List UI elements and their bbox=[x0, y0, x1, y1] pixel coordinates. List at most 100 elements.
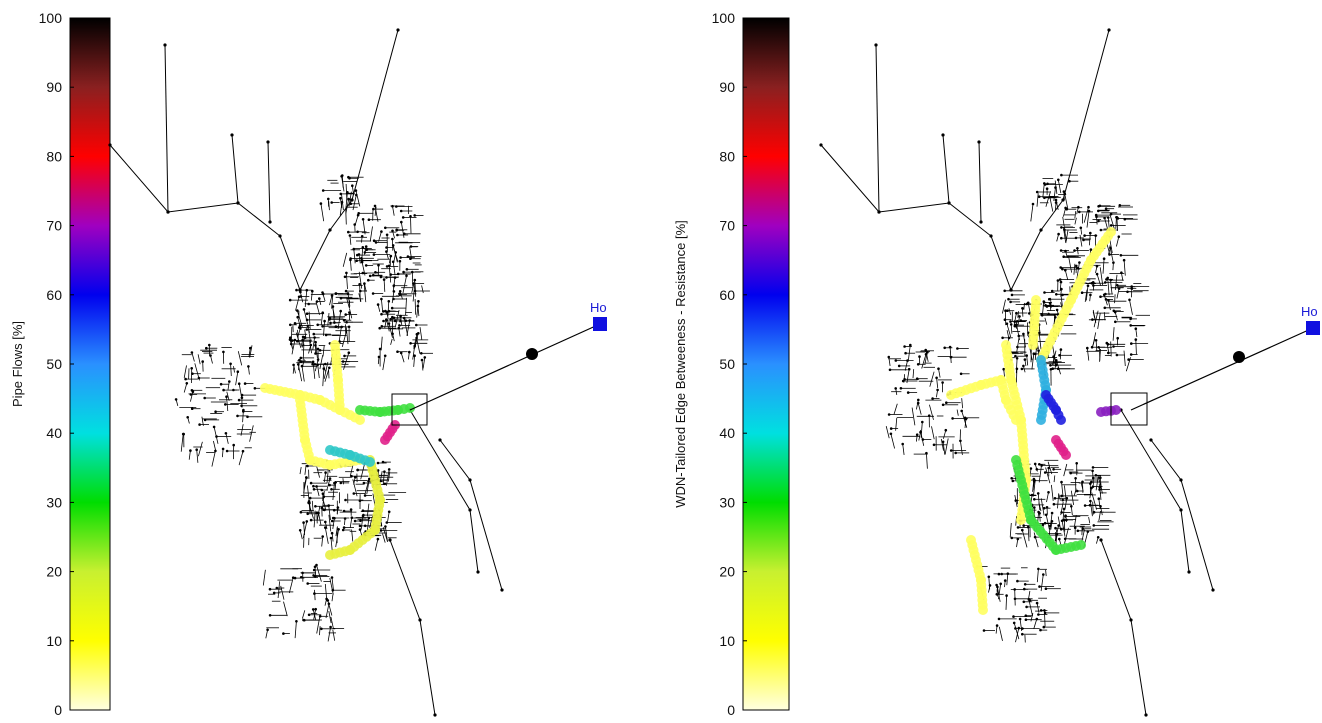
network-node bbox=[315, 485, 318, 488]
network-pipe bbox=[226, 391, 230, 401]
network-node bbox=[897, 364, 901, 368]
network-node bbox=[1059, 280, 1063, 284]
network-pipe bbox=[936, 377, 939, 388]
network-node bbox=[1099, 505, 1102, 508]
network-pipe bbox=[382, 471, 385, 485]
network-node bbox=[1047, 312, 1050, 316]
network-pipe bbox=[226, 396, 229, 412]
network-node bbox=[330, 576, 334, 579]
network-node bbox=[1081, 480, 1084, 484]
network-pipe bbox=[1135, 339, 1137, 355]
highlighted-pipe bbox=[1036, 415, 1046, 425]
network-node bbox=[361, 271, 365, 275]
network-node bbox=[1089, 248, 1093, 251]
network-node bbox=[349, 202, 353, 206]
network-node bbox=[359, 519, 362, 522]
network-pipe bbox=[1022, 308, 1024, 317]
network-node bbox=[399, 319, 402, 323]
network-node bbox=[339, 196, 342, 200]
network-node bbox=[225, 395, 228, 399]
network-node bbox=[307, 302, 311, 306]
network-node bbox=[915, 433, 919, 437]
network-node bbox=[174, 398, 178, 401]
network-node bbox=[888, 368, 892, 372]
network-pipe bbox=[911, 407, 916, 426]
network-pipe bbox=[1053, 475, 1056, 483]
network-node bbox=[987, 575, 991, 579]
network-pipe bbox=[1073, 488, 1077, 496]
network-node bbox=[1042, 573, 1045, 576]
network-pipe bbox=[249, 345, 253, 358]
network-node bbox=[328, 483, 331, 487]
network-node bbox=[1016, 579, 1019, 583]
network-node bbox=[363, 251, 367, 254]
network-node bbox=[268, 614, 272, 617]
network-node bbox=[307, 501, 310, 505]
network-node bbox=[241, 449, 245, 453]
network-pipe bbox=[398, 327, 401, 337]
network-node bbox=[1129, 324, 1132, 327]
network-node bbox=[1007, 297, 1010, 301]
network-branch bbox=[875, 44, 880, 213]
network-node bbox=[1042, 300, 1046, 303]
network-node bbox=[941, 133, 945, 137]
network-node bbox=[1096, 536, 1100, 539]
network-node bbox=[417, 300, 420, 303]
network-pipe bbox=[1044, 317, 1048, 325]
network-node bbox=[342, 526, 346, 529]
network-node bbox=[305, 312, 309, 316]
network-node bbox=[1107, 28, 1111, 32]
network-node bbox=[979, 220, 983, 224]
network-pipe bbox=[349, 308, 353, 319]
network-node bbox=[332, 508, 336, 512]
network-node bbox=[1055, 308, 1059, 312]
network-node bbox=[376, 303, 380, 306]
network-branch bbox=[299, 29, 399, 291]
network-node bbox=[212, 425, 216, 429]
network-node bbox=[413, 354, 416, 358]
network-node bbox=[361, 509, 365, 512]
network-node bbox=[316, 358, 320, 361]
network-node bbox=[1086, 346, 1089, 350]
network-node bbox=[232, 443, 235, 447]
network-node bbox=[385, 319, 389, 322]
network-node bbox=[413, 214, 417, 217]
network-branch bbox=[231, 134, 239, 204]
network-pipe bbox=[328, 610, 332, 624]
network-node bbox=[1018, 617, 1022, 621]
network-node bbox=[391, 237, 394, 241]
network-node bbox=[367, 278, 370, 282]
network-node bbox=[299, 356, 303, 360]
network-node bbox=[1036, 492, 1040, 495]
network-node bbox=[1129, 618, 1133, 622]
network-pipe bbox=[1099, 348, 1101, 362]
network-node bbox=[237, 398, 241, 402]
network-node bbox=[296, 309, 299, 312]
network-node bbox=[316, 323, 320, 327]
network-node bbox=[1097, 346, 1100, 349]
transmission-main bbox=[409, 323, 601, 411]
network-node bbox=[318, 349, 322, 352]
network-node bbox=[321, 189, 325, 192]
network-pipe bbox=[414, 298, 417, 315]
network-node bbox=[1026, 301, 1030, 305]
network-node bbox=[943, 346, 946, 350]
network-pipe bbox=[1070, 506, 1073, 516]
network-node bbox=[1102, 257, 1106, 261]
network-pipe bbox=[1088, 517, 1091, 524]
colorbar-label: Pipe Flows [%] bbox=[10, 321, 25, 407]
network-node bbox=[388, 538, 392, 542]
network-pipe bbox=[988, 576, 991, 590]
network-pipe bbox=[1052, 344, 1056, 363]
colorbar-tick-label: 80 bbox=[46, 148, 62, 164]
network-pipe bbox=[323, 321, 325, 336]
network-node bbox=[349, 258, 352, 262]
network-node bbox=[1108, 253, 1111, 256]
network-pipe bbox=[322, 368, 325, 387]
network-pipe bbox=[402, 275, 407, 293]
network-node bbox=[1051, 367, 1054, 371]
network-node bbox=[385, 233, 389, 237]
network-pipe bbox=[414, 282, 417, 297]
network-node bbox=[1052, 468, 1055, 471]
network-node bbox=[1043, 611, 1047, 615]
